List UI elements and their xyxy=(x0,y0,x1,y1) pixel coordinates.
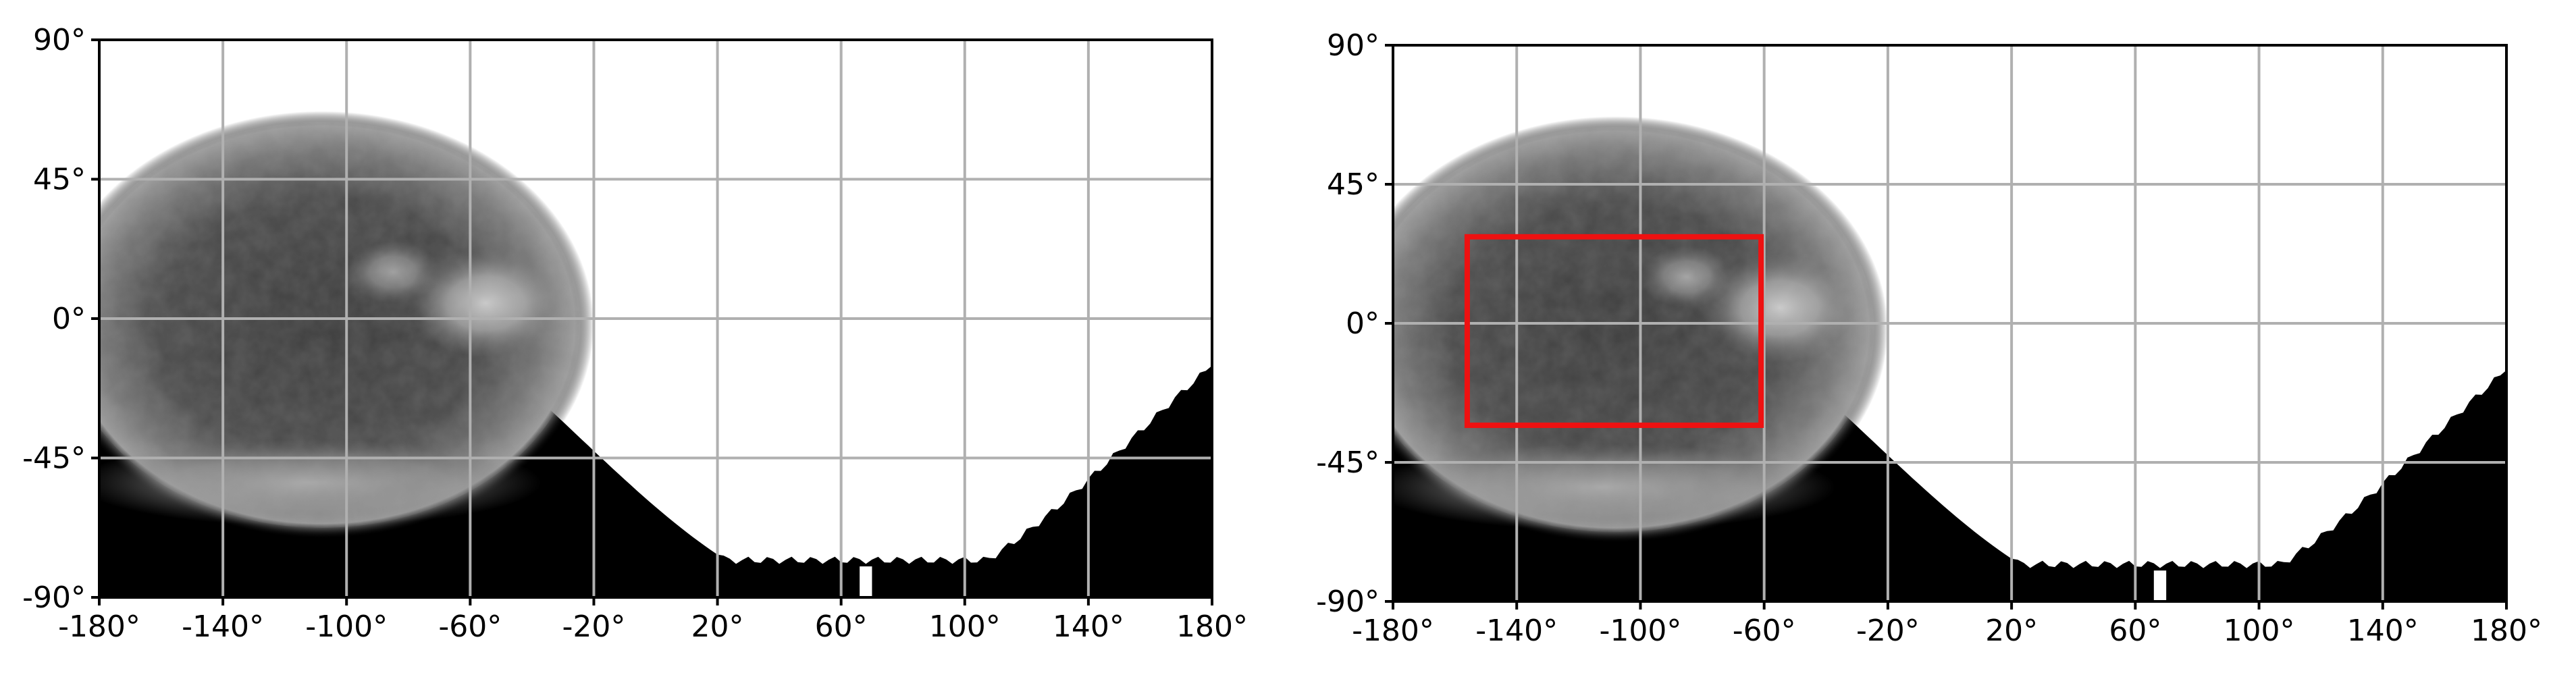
map-left: -180° -140° -100° -60° -20° 20° 60° 100° 140° 180… xyxy=(22,23,1248,644)
x-tick-label: 140° xyxy=(2347,614,2419,648)
y-axis: 90° 45° 0° -45° -90° xyxy=(22,23,99,615)
graticule xyxy=(99,40,1212,597)
y-tick-label: -90° xyxy=(22,580,86,615)
x-axis: -180° -140° -100° -60° -20° 20° 60° 100° 140° 180… xyxy=(1352,601,2542,648)
y-tick-label: 0° xyxy=(1346,306,1379,341)
surface-texture xyxy=(1393,127,1874,533)
x-tick-label: 60° xyxy=(2109,614,2161,648)
cloud-band xyxy=(408,248,563,358)
y-tick-label: 90° xyxy=(33,23,86,57)
x-tick-label: -180° xyxy=(1352,614,1434,648)
southern-belt xyxy=(1393,443,1835,531)
x-tick-label: -20° xyxy=(562,610,626,644)
cloud-patch xyxy=(346,241,440,304)
artifact-spike xyxy=(2153,570,2167,601)
x-tick-label: 100° xyxy=(929,610,1001,644)
y-tick-label: -45° xyxy=(22,441,86,476)
x-tick-label: 20° xyxy=(691,610,744,644)
cloud-band xyxy=(1702,254,1858,362)
x-tick-label: 100° xyxy=(2224,614,2295,648)
x-tick-label: 20° xyxy=(1985,614,2038,648)
y-tick-label: -45° xyxy=(1316,446,1379,480)
x-tick-label: -100° xyxy=(1600,614,1682,648)
x-tick-label: 180° xyxy=(2471,614,2542,648)
y-tick-label: 45° xyxy=(33,163,86,197)
x-tick-label: -20° xyxy=(1856,614,1920,648)
surface-texture xyxy=(99,122,581,528)
highlight-box xyxy=(1464,234,1764,429)
x-tick-label: -100° xyxy=(305,610,388,644)
x-tick-label: 140° xyxy=(1053,610,1124,644)
y-axis: 90° 45° 0° -45° -90° xyxy=(1316,28,1393,619)
map-right: -180° -140° -100° -60° -20° 20° 60° 100° 140° 180… xyxy=(1316,28,2542,648)
y-tick-label: -90° xyxy=(1316,585,1379,619)
x-tick-label: 60° xyxy=(815,610,868,644)
x-tick-label: -60° xyxy=(438,610,502,644)
y-tick-label: 45° xyxy=(1327,167,1379,202)
y-tick-label: 90° xyxy=(1327,28,1379,63)
graticule xyxy=(1393,45,2506,601)
x-tick-label: -180° xyxy=(58,610,140,644)
x-tick-label: -140° xyxy=(1475,614,1558,648)
artifact-spike xyxy=(860,566,872,597)
y-tick-label: 0° xyxy=(52,302,86,336)
x-tick-label: -140° xyxy=(182,610,264,644)
x-tick-label: -60° xyxy=(1733,614,1796,648)
southern-belt xyxy=(99,439,542,526)
x-axis: -180° -140° -100° -60° -20° 20° 60° 100° 140° 180… xyxy=(58,597,1248,644)
x-tick-label: 180° xyxy=(1176,610,1248,644)
cloud-patch xyxy=(1640,246,1733,308)
